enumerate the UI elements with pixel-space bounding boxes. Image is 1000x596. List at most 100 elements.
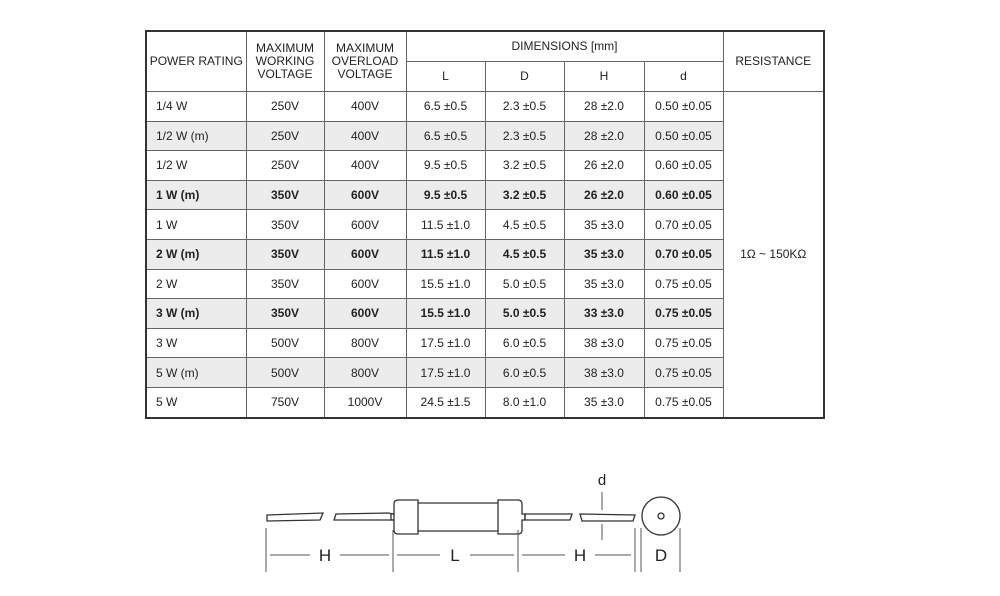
cell-power: 1/2 W [145,150,247,181]
cell-power: 3 W [145,327,247,359]
header-max-working-voltage: MAXIMUM WORKING VOLTAGE [245,30,325,92]
label-d: d [598,472,606,489]
cell-power: 3 W (m) [145,298,247,329]
cell-d: 0.75 ±0.05 [643,298,724,329]
header-d: d [643,61,724,92]
cell-power: 2 W (m) [145,238,247,270]
cell-h: 35 ±3.0 [563,268,645,300]
label-L: L [450,546,459,565]
cell-l: 11.5 ±1.0 [405,238,486,270]
table-row: 2 W 350V 600V 15.5 ±1.0 5.0 ±0.5 35 ±3.0 0.75 … [145,268,824,300]
cell-l: 17.5 ±1.0 [405,327,486,359]
cell-h: 35 ±3.0 [563,209,645,240]
right-lead [524,513,573,521]
cell-d: 0.50 ±0.05 [643,91,724,122]
table-row: 3 W 500V 800V 17.5 ±1.0 6.0 ±0.5 38 ±3.0 0.75 … [145,327,824,359]
table-row: 3 W (m) 350V 600V 15.5 ±1.0 5.0 ±0.5 33 ±3.0 0… [145,298,824,329]
cell-working: 250V [245,120,325,152]
cell-overload: 600V [323,238,407,270]
table-row: 1/2 W 250V 400V 9.5 ±0.5 3.2 ±0.5 26 ±2.0 0.60… [145,150,824,181]
cell-overload: 600V [323,268,407,300]
table-row: 5 W 750V 1000V 24.5 ±1.5 8.0 ±1.0 35 ±3.0 0.75… [145,386,824,419]
cell-l: 9.5 ±0.5 [405,150,486,181]
cell-d: 0.75 ±0.05 [643,386,724,419]
cell-working: 350V [245,298,325,329]
table-row: 1/2 W (m) 250V 400V 6.5 ±0.5 2.3 ±0.5 28 ±2.0… [145,120,824,152]
left-lead [333,512,395,521]
cell-d: 8.0 ±1.0 [484,386,565,419]
cell-overload: 600V [323,179,407,211]
cell-overload: 400V [323,91,407,122]
cell-overload: 600V [323,298,407,329]
cell-l: 6.5 ±0.5 [405,91,486,122]
cell-working: 350V [245,268,325,300]
cell-h: 26 ±2.0 [563,150,645,181]
label-D: D [655,546,667,565]
cell-h: 28 ±2.0 [563,91,645,122]
cell-working: 350V [245,209,325,240]
cell-d: 5.0 ±0.5 [484,268,565,300]
cell-d: 6.0 ±0.5 [484,327,565,359]
cell-h: 33 ±3.0 [563,298,645,329]
right-lead-cut [579,513,636,522]
cell-d: 2.3 ±0.5 [484,120,565,152]
end-view-circle [641,496,681,536]
cell-d: 0.75 ±0.05 [643,357,724,388]
cell-d: 6.0 ±0.5 [484,357,565,388]
table-row: 1/4 W 250V 400V 6.5 ±0.5 2.3 ±0.5 28 ±2.0 0.50… [145,90,825,419]
cell-l: 24.5 ±1.5 [405,386,486,419]
header-dimensions: DIMENSIONS [mm] [405,30,724,62]
cell-d: 3.2 ±0.5 [484,179,565,211]
cell-d: 5.0 ±0.5 [484,298,565,329]
cell-l: 6.5 ±0.5 [405,120,486,152]
cell-h: 26 ±2.0 [563,179,645,211]
resistor-body [390,499,526,535]
cell-overload: 400V [323,120,407,152]
left-lead-cut [266,512,325,522]
cell-h: 35 ±3.0 [563,238,645,270]
cell-l: 9.5 ±0.5 [405,179,486,211]
cell-d: 0.75 ±0.05 [643,268,724,300]
cell-working: 750V [245,386,325,419]
header-H: H [563,61,645,92]
cell-h: 38 ±3.0 [563,327,645,359]
table-row: 1 W (m) 350V 600V 9.5 ±0.5 3.2 ±0.5 26 ±2.0 0.… [145,179,824,211]
cell-l: 15.5 ±1.0 [405,298,486,329]
header-resistance: RESISTANCE [722,30,825,92]
cell-d: 0.60 ±0.05 [643,179,724,211]
cell-working: 500V [245,357,325,388]
cell-working: 500V [245,327,325,359]
cell-overload: 400V [323,150,407,181]
cell-overload: 600V [323,209,407,240]
cell-working: 350V [245,238,325,270]
cell-overload: 800V [323,357,407,388]
cell-d: 2.3 ±0.5 [484,91,565,122]
cell-l: 11.5 ±1.0 [405,209,486,240]
cell-power: 5 W (m) [145,357,247,388]
resistor-spec-table: POWER RATING MAXIMUM WORKING VOLTAGE MAX… [145,30,825,419]
cell-power: 1/2 W (m) [145,120,247,152]
cell-power: 5 W [145,386,247,419]
cell-d: 0.75 ±0.05 [643,327,724,359]
cell-power: 1/4 W [145,91,247,122]
cell-working: 250V [245,91,325,122]
cell-working: 350V [245,179,325,211]
header-L: L [405,61,486,92]
cell-h: 38 ±3.0 [563,357,645,388]
cell-d: 4.5 ±0.5 [484,209,565,240]
cell-h: 28 ±2.0 [563,120,645,152]
label-H-right: H [574,546,586,565]
cell-overload: 1000V [323,386,407,419]
cell-working: 250V [245,150,325,181]
table-row: 5 W (m) 500V 800V 17.5 ±1.0 6.0 ±0.5 38 ±3.0 0… [145,357,824,388]
cell-resistance: 1Ω ~ 150KΩ [722,90,825,419]
cell-d: 0.70 ±0.05 [643,209,724,240]
cell-l: 17.5 ±1.0 [405,357,486,388]
header-D: D [484,61,565,92]
cell-d: 4.5 ±0.5 [484,238,565,270]
cell-power: 2 W [145,268,247,300]
table-row: 1 W 350V 600V 11.5 ±1.0 4.5 ±0.5 35 ±3.0 0.70 … [145,209,824,240]
cell-l: 15.5 ±1.0 [405,268,486,300]
label-H-left: H [319,546,331,565]
cell-power: 1 W (m) [145,179,247,211]
